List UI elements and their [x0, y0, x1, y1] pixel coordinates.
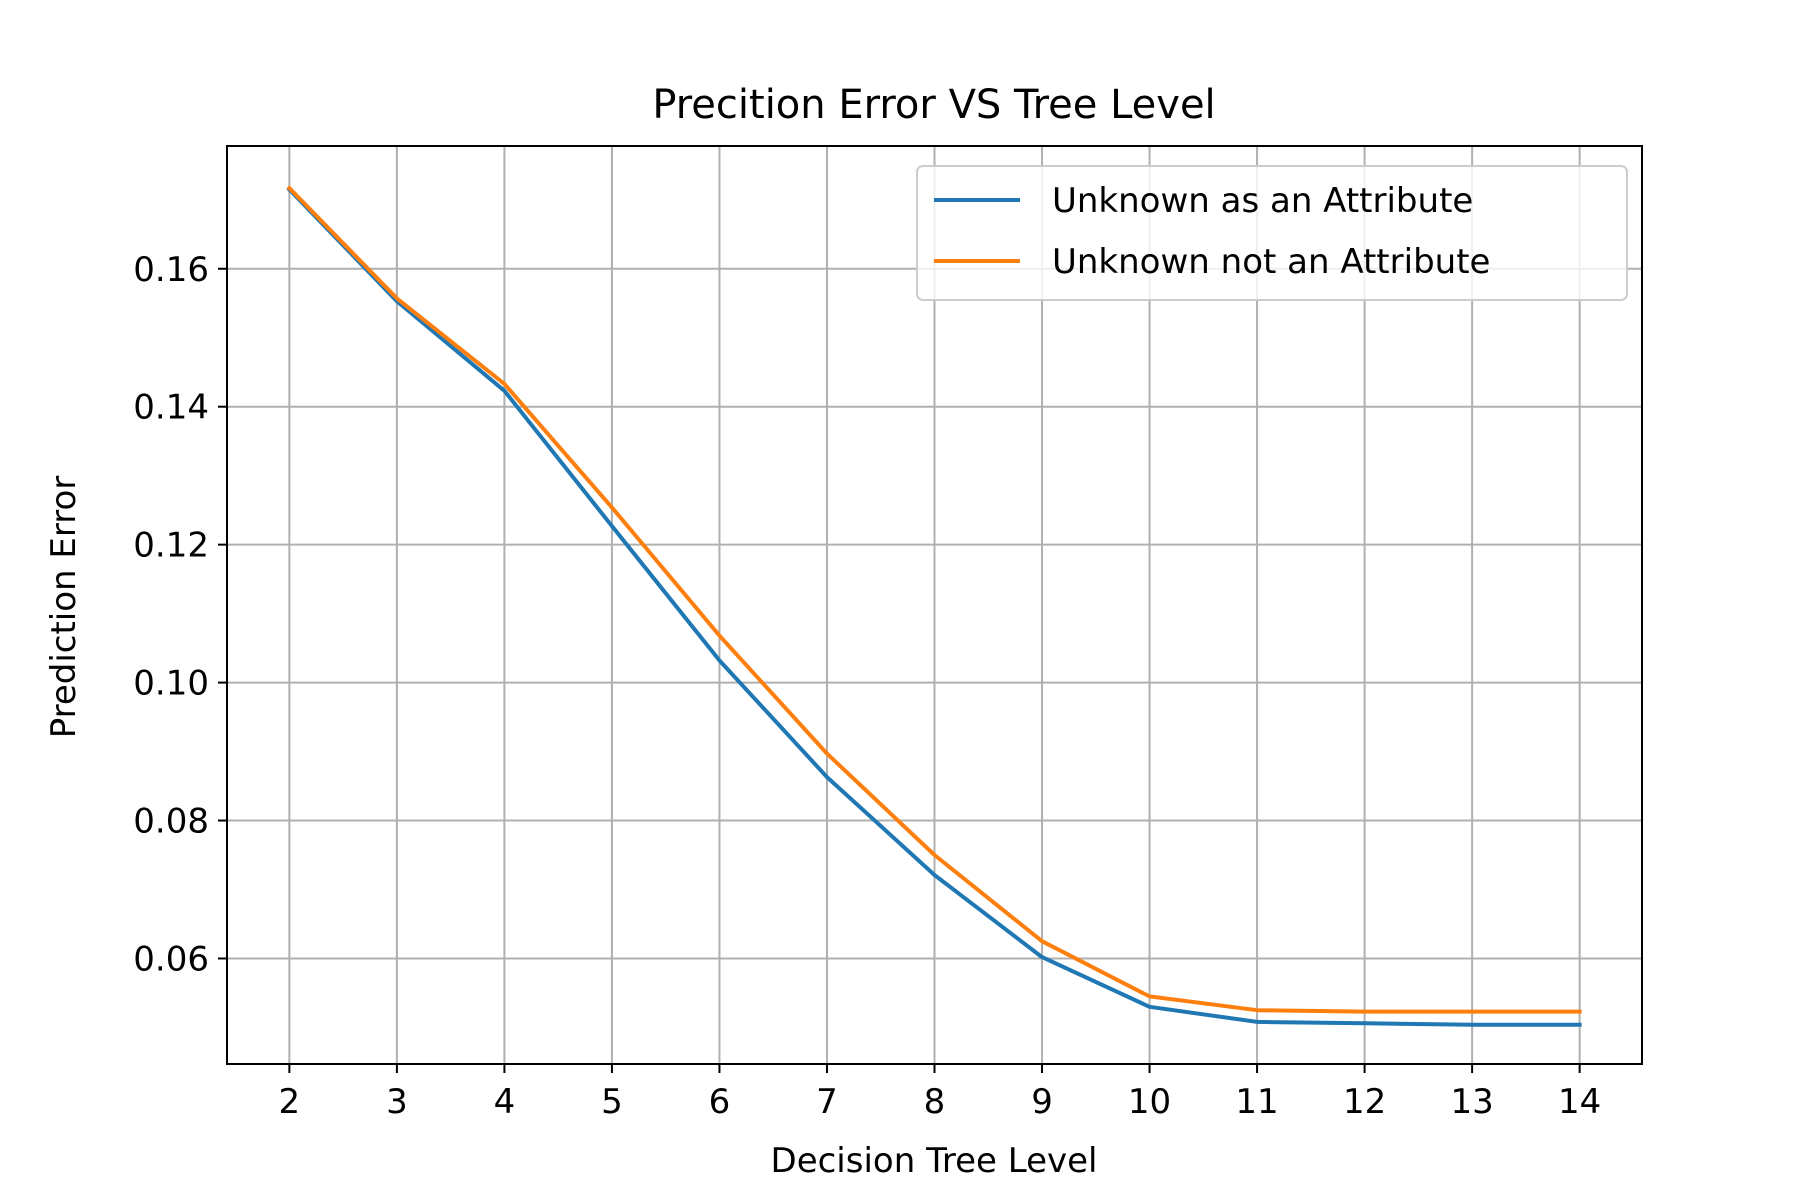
x-tick-label: 5	[601, 1082, 623, 1122]
legend: Unknown as an Attribute Unknown not an At…	[916, 165, 1628, 301]
series-lines	[286, 185, 1582, 1027]
y-axis-label: Prediction Error	[44, 476, 84, 739]
series-line-1	[286, 186, 1582, 1027]
legend-label: Unknown as an Attribute	[1052, 181, 1473, 221]
chart-title: Precition Error VS Tree Level	[652, 82, 1215, 128]
y-tick-label: 0.06	[133, 939, 209, 979]
y-tick-label: 0.08	[133, 802, 209, 842]
x-tick-label: 3	[386, 1082, 408, 1122]
x-tick-label: 9	[1031, 1082, 1053, 1122]
y-tick-label: 0.10	[133, 664, 209, 704]
y-tick-label: 0.14	[133, 388, 209, 428]
x-tick-label: 6	[709, 1082, 731, 1122]
axis-ticks: 2 3 4 5 6 7 8 9 10 11 12 13 14 0.06 0.08 0.10 0.12 0.14 0.…	[133, 250, 1601, 1122]
legend-label: Unknown not an Attribute	[1052, 242, 1490, 282]
x-tick-label: 2	[279, 1082, 301, 1122]
x-tick-label: 12	[1343, 1082, 1386, 1122]
x-tick-label: 13	[1450, 1082, 1493, 1122]
x-tick-label: 10	[1128, 1082, 1171, 1122]
y-tick-label: 0.12	[133, 526, 209, 566]
x-tick-label: 7	[816, 1082, 838, 1122]
x-tick-label: 4	[494, 1082, 516, 1122]
series-line-2	[286, 185, 1582, 1014]
x-tick-label: 8	[924, 1082, 946, 1122]
y-tick-label: 0.16	[133, 250, 209, 290]
legend-box	[916, 165, 1628, 301]
x-tick-label: 11	[1235, 1082, 1278, 1122]
x-axis-label: Decision Tree Level	[771, 1141, 1098, 1181]
x-tick-label: 14	[1558, 1082, 1601, 1122]
